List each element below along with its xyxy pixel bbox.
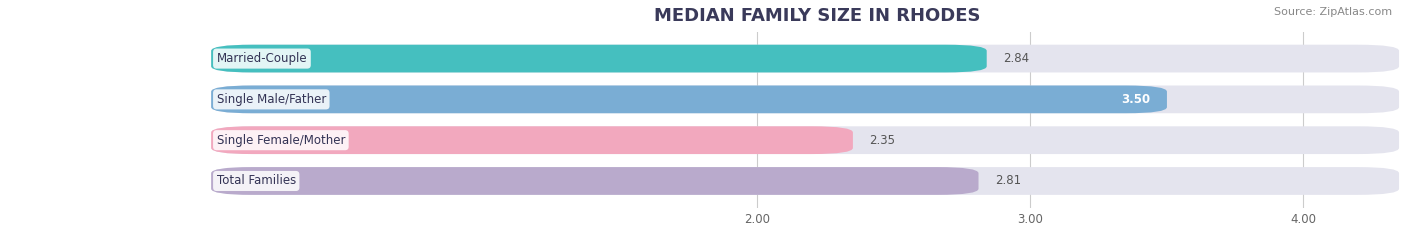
Text: 2.35: 2.35 xyxy=(869,134,896,147)
Text: Married-Couple: Married-Couple xyxy=(217,52,308,65)
FancyBboxPatch shape xyxy=(211,45,987,72)
FancyBboxPatch shape xyxy=(211,45,1399,72)
FancyBboxPatch shape xyxy=(211,126,1399,154)
Text: 3.50: 3.50 xyxy=(1122,93,1150,106)
FancyBboxPatch shape xyxy=(211,167,1399,195)
Text: Source: ZipAtlas.com: Source: ZipAtlas.com xyxy=(1274,7,1392,17)
Text: MEDIAN FAMILY SIZE IN RHODES: MEDIAN FAMILY SIZE IN RHODES xyxy=(654,7,980,25)
FancyBboxPatch shape xyxy=(211,86,1167,113)
Text: Total Families: Total Families xyxy=(217,175,295,188)
Text: Single Male/Father: Single Male/Father xyxy=(217,93,326,106)
Text: 2.81: 2.81 xyxy=(995,175,1021,188)
FancyBboxPatch shape xyxy=(211,86,1399,113)
Text: Single Female/Mother: Single Female/Mother xyxy=(217,134,344,147)
FancyBboxPatch shape xyxy=(211,167,979,195)
Text: 2.84: 2.84 xyxy=(1002,52,1029,65)
FancyBboxPatch shape xyxy=(211,126,853,154)
